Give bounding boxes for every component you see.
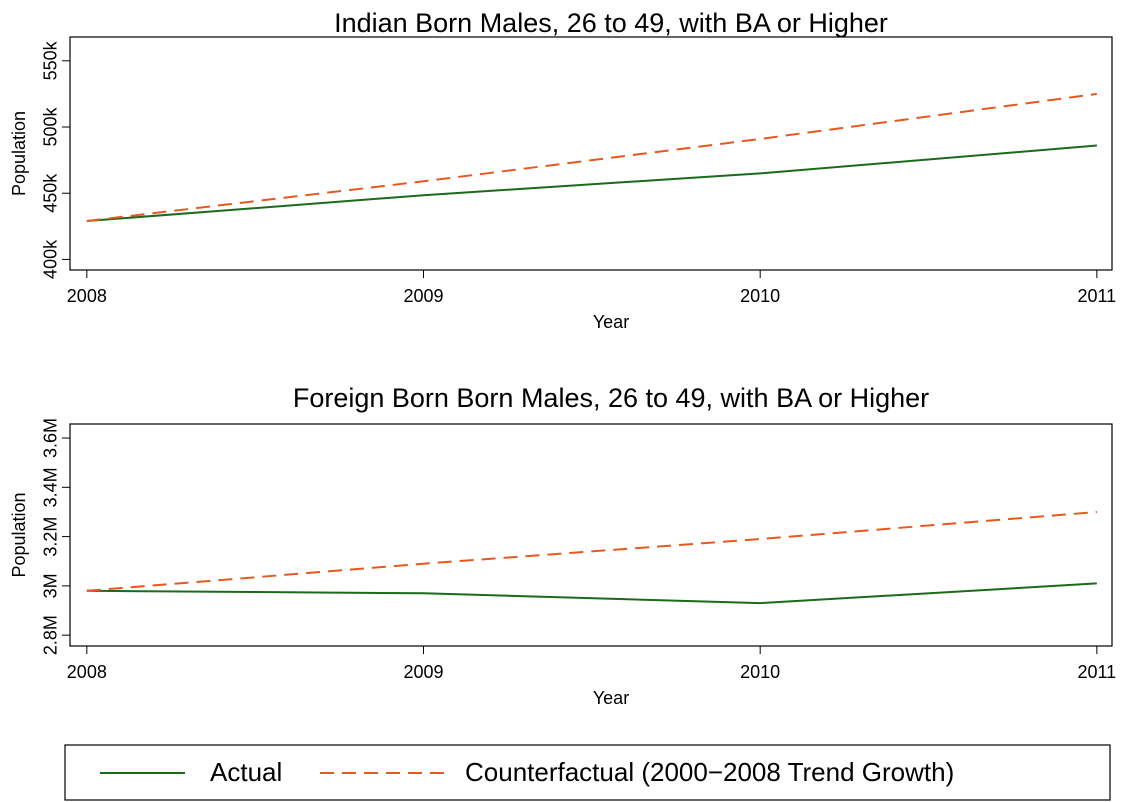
legend: [64, 744, 1111, 801]
y-tick-label: 3M: [41, 573, 61, 598]
x-tick-label: 2009: [403, 286, 443, 306]
chart-title: Indian Born Males, 26 to 49, with BA or …: [334, 8, 888, 38]
legend-label: Actual: [210, 757, 282, 787]
y-tick-label: 3.2M: [41, 517, 61, 557]
y-tick-label: 500k: [41, 107, 61, 147]
x-tick-label: 2011: [1077, 286, 1116, 306]
y-tick-label: 400k: [41, 239, 61, 279]
series-line: [86, 582, 1097, 605]
y-tick-label: 2.8M: [41, 615, 61, 655]
plot-area: [69, 423, 1113, 647]
x-axis-label: Year: [593, 688, 629, 708]
x-axis-label: Year: [593, 312, 629, 332]
x-tick-label: 2010: [740, 286, 780, 306]
series-line: [86, 510, 1097, 592]
series-line: [86, 92, 1097, 223]
series-line: [86, 144, 1097, 223]
x-tick-label: 2008: [67, 662, 107, 682]
x-tick-label: 2011: [1077, 662, 1116, 682]
y-tick-label: 3.6M: [41, 418, 61, 458]
y-tick-label: 450k: [41, 173, 61, 213]
x-tick-label: 2008: [67, 286, 107, 306]
plot-area: [69, 36, 1113, 271]
y-axis-label: Population: [9, 492, 29, 577]
y-tick-label: 3.4M: [41, 467, 61, 507]
x-tick-label: 2009: [403, 662, 443, 682]
legend-label: Counterfactual (2000−2008 Trend Growth): [465, 757, 954, 787]
chart-title: Foreign Born Born Males, 26 to 49, with …: [293, 383, 929, 413]
y-tick-label: 550k: [41, 40, 61, 80]
y-axis-label: Population: [9, 111, 29, 196]
x-tick-label: 2010: [740, 662, 780, 682]
